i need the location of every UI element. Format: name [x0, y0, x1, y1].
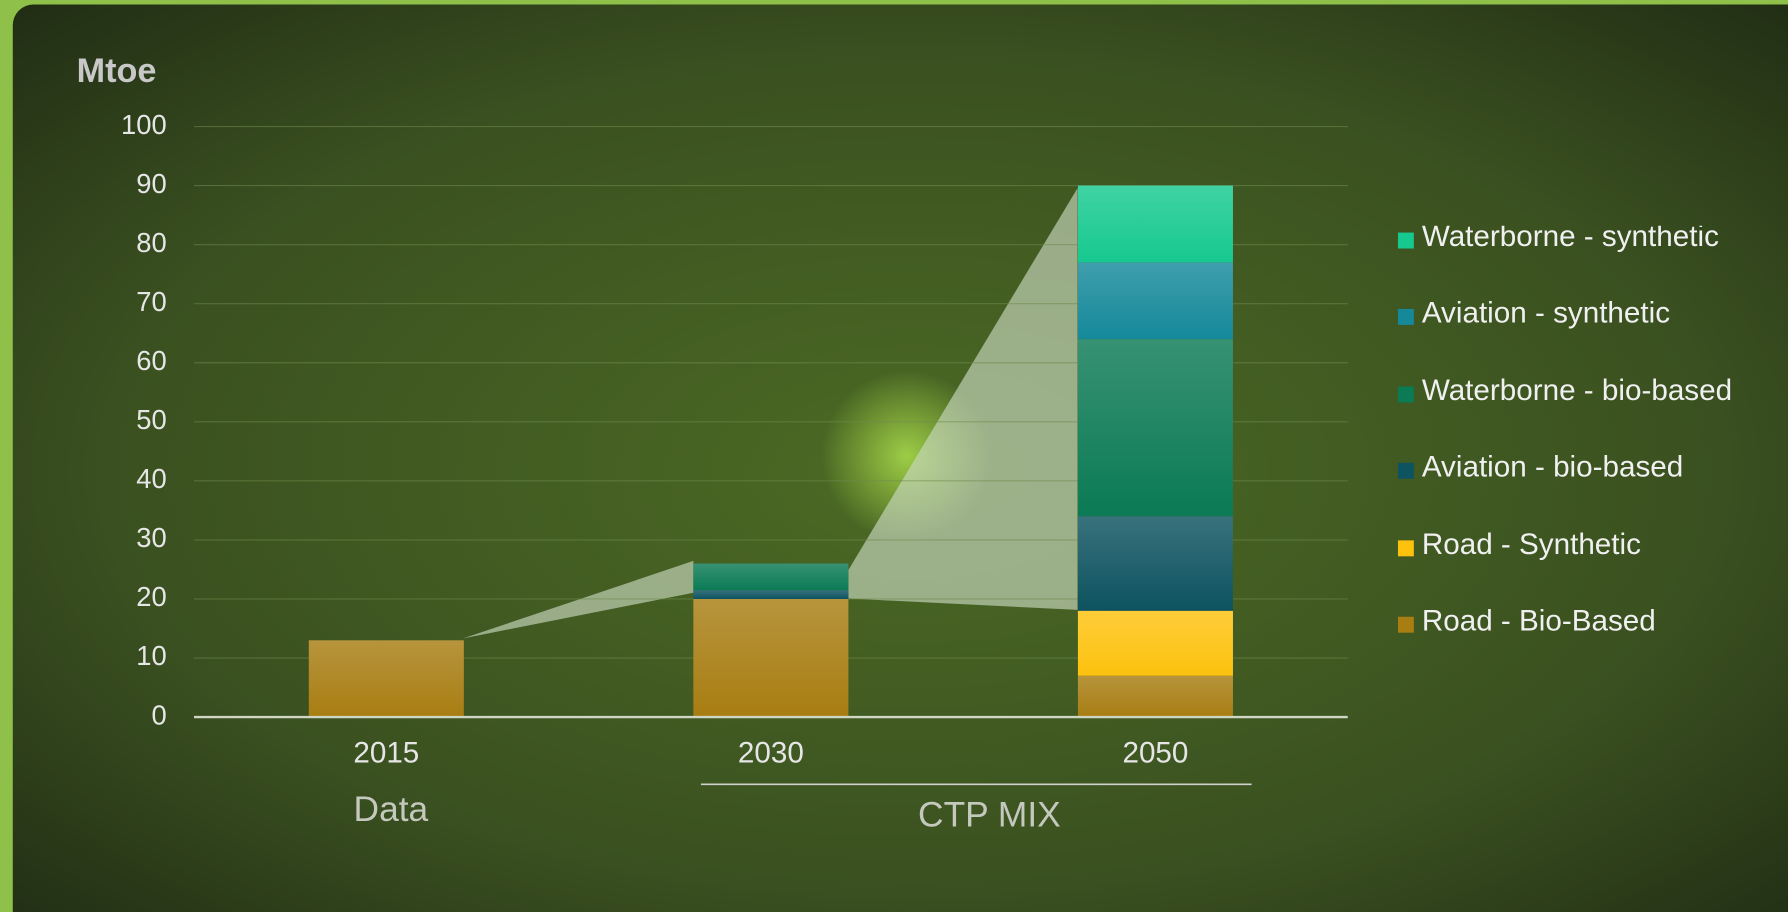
- legend-swatch: [1397, 539, 1414, 556]
- y-tick-label: 100: [121, 109, 167, 140]
- x-tick-label: 2030: [738, 737, 804, 770]
- legend-label: Waterborne - synthetic: [1421, 225, 1719, 254]
- bar-shade: [693, 563, 849, 591]
- legend-label: Waterborne - bio-based: [1421, 372, 1733, 407]
- bar-shade: [693, 598, 849, 718]
- y-tick-label: 10: [136, 640, 166, 671]
- legend-swatch: [1397, 386, 1414, 403]
- group-label: Data: [354, 790, 429, 829]
- x-tick-label: 2015: [353, 737, 419, 770]
- y-tick-label: 90: [136, 168, 166, 199]
- legend-box: Waterborne - synthetic Aviation - synthet…: [1397, 225, 1786, 687]
- legend-label: Aviation - synthetic: [1421, 295, 1671, 330]
- bar-shade: [1077, 610, 1233, 676]
- bar-shade: [1077, 516, 1233, 611]
- y-tick-label: 30: [136, 522, 166, 553]
- bar-shade: [1077, 339, 1233, 517]
- legend-item: Waterborne - bio-based: [1397, 373, 1786, 456]
- y-tick-label: 50: [136, 404, 166, 435]
- y-tick-label: 20: [136, 581, 166, 612]
- legend-label: Road - Bio-Based: [1421, 603, 1656, 638]
- legend-item: Aviation - synthetic: [1397, 296, 1786, 380]
- y-tick-label: 80: [136, 227, 166, 258]
- legend-item: Waterborne - synthetic: [1397, 225, 1786, 303]
- legend-label: Road - Synthetic: [1421, 526, 1641, 561]
- y-tick-label: 60: [136, 345, 166, 376]
- y-tick-label: 70: [136, 286, 166, 317]
- legend-swatch: [1397, 309, 1414, 326]
- bar-shade: [1077, 262, 1233, 340]
- callout: [848, 188, 1078, 610]
- bar-shade: [1077, 185, 1233, 263]
- y-tick-label: 0: [151, 699, 166, 730]
- legend-label: Aviation - bio-based: [1421, 449, 1684, 484]
- bar-shade: [1077, 675, 1233, 718]
- legend-item: Road - Synthetic: [1397, 526, 1786, 610]
- legend-swatch: [1397, 463, 1414, 479]
- legend-item: Road - Bio-Based: [1397, 603, 1786, 687]
- legend-swatch: [1397, 616, 1414, 633]
- legend-swatch: [1397, 232, 1414, 249]
- legend-item: Aviation - bio-based: [1397, 449, 1786, 533]
- y-axis-label: Mtoe: [77, 52, 157, 90]
- y-tick-label: 40: [136, 463, 166, 494]
- bar-shade: [693, 590, 849, 599]
- legend: Waterborne - synthetic Aviation - synthet…: [1397, 225, 1786, 687]
- x-tick-label: 2050: [1122, 737, 1188, 770]
- group-label: CTP MIX: [918, 796, 1061, 835]
- bar-shade: [308, 640, 464, 718]
